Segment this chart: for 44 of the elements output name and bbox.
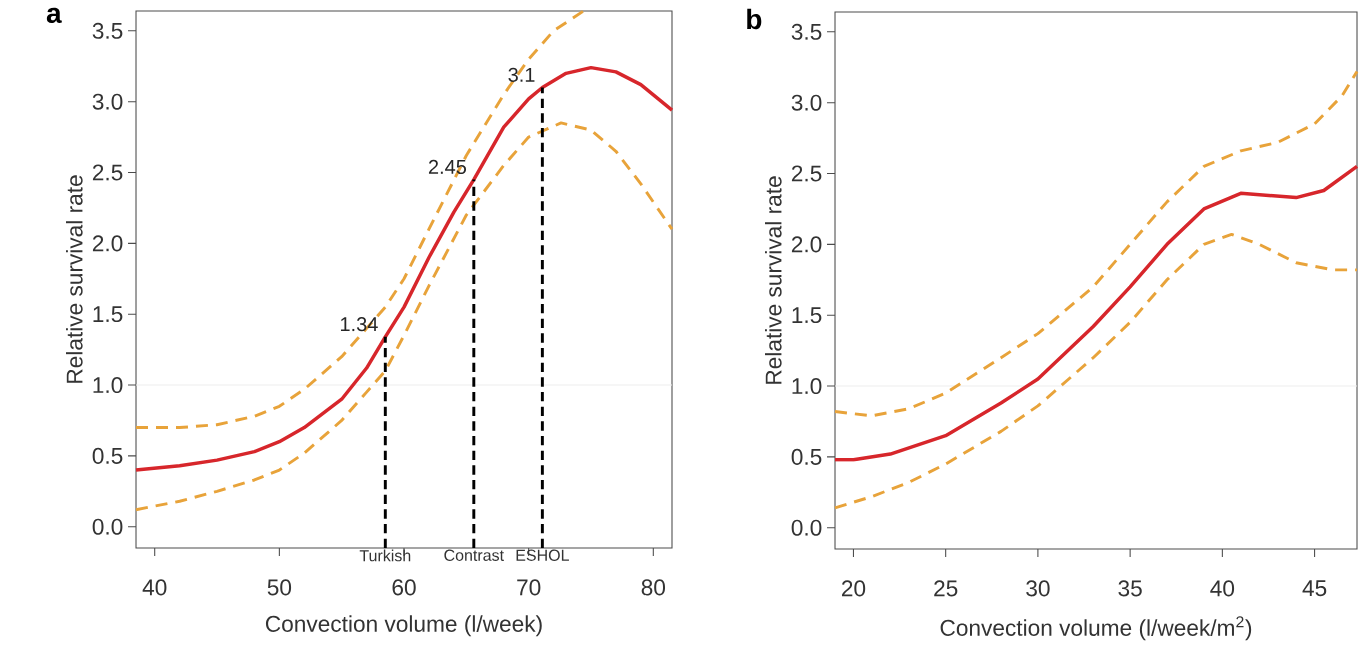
y-tick-label: 2.0 [92, 235, 123, 252]
series-label: Contrast [444, 549, 504, 561]
y-tick-label: 3.0 [791, 94, 822, 111]
line-series [833, 70, 1359, 418]
y-tick-label: 2.0 [791, 236, 822, 253]
y-tick-label: 1.5 [93, 306, 123, 323]
annotation: 1.34 [340, 317, 378, 332]
y-tick-label: 2.5 [791, 165, 822, 182]
line-series [134, 9, 585, 430]
y-tick-label: 3.5 [791, 23, 822, 40]
annotation: 2.45 [428, 159, 467, 174]
line-series [134, 121, 674, 512]
x-tick-label: 70 [517, 579, 541, 596]
y-tick-label: 0.0 [791, 519, 822, 536]
chart-title: a [46, 7, 62, 24]
x-axis-title: Convection volume (l/week/m$^{2}$) [940, 616, 1252, 641]
y-tick-label: 2.5 [92, 164, 123, 181]
y-axis-title: Relative survival rate [765, 176, 782, 384]
series-label: Turkish [359, 549, 411, 562]
line-series [833, 232, 1359, 510]
line-series [134, 65, 674, 472]
y-tick-label: 3.0 [92, 93, 123, 110]
y-tick-label: 1.0 [792, 378, 822, 395]
x-axis-title: Convection volume (l/week) [265, 615, 542, 637]
y-tick-label: 1.5 [792, 307, 822, 324]
chart-title: b [747, 8, 762, 30]
x-tick-label: 40 [1210, 580, 1235, 597]
y-tick-label: 3.5 [92, 22, 123, 39]
x-tick-label: 35 [1118, 580, 1142, 597]
x-tick-label: 50 [267, 579, 292, 596]
y-tick-label: 0.5 [92, 447, 123, 464]
series-label: ESHOL [516, 549, 569, 561]
annotation: 3.1 [508, 67, 535, 82]
x-tick-label: 80 [641, 579, 666, 596]
x-tick-label: 45 [1302, 580, 1327, 597]
x-tick-label: 40 [142, 579, 167, 596]
y-tick-label: 1.0 [93, 377, 123, 394]
x-tick-label: 20 [842, 580, 866, 597]
y-tick-label: 0.0 [92, 518, 123, 535]
x-tick-label: 30 [1026, 580, 1050, 597]
x-tick-label: 25 [934, 580, 958, 597]
y-tick-label: 0.5 [791, 448, 822, 465]
y-axis-title: Relative survival rate [66, 175, 83, 383]
x-tick-label: 60 [392, 579, 416, 596]
